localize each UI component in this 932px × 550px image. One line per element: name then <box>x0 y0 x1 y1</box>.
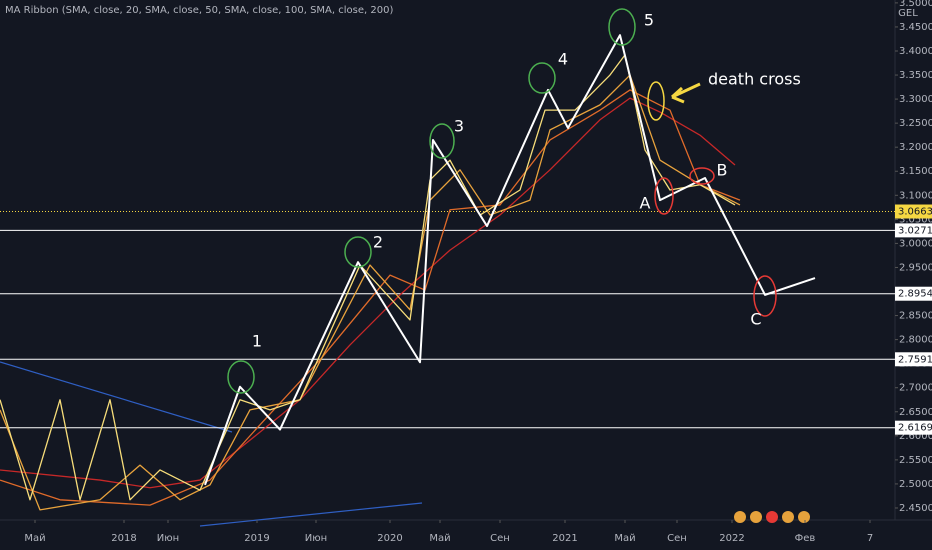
level-label: 2.7591 <box>898 354 932 365</box>
event-icon[interactable] <box>782 511 794 523</box>
y-tick-label: 2.6500 <box>899 407 932 418</box>
y-tick-label: 2.9500 <box>899 262 932 273</box>
x-tick-label: Июн <box>305 533 327 544</box>
trend-line <box>199 502 423 527</box>
circle <box>429 123 455 159</box>
level-label: 2.8954 <box>898 289 932 300</box>
x-tick-label: 7 <box>867 533 873 544</box>
wave-line <box>204 34 816 486</box>
x-tick-label: Июн <box>157 533 179 544</box>
x-tick-label: Сен <box>490 533 510 544</box>
x-tick-label: Май <box>24 533 45 544</box>
level-label: 3.0271 <box>898 225 932 236</box>
y-tick-label: 3.3000 <box>899 94 932 105</box>
y-tick-label: 3.4500 <box>899 22 932 33</box>
y-tick-label: 2.6000 <box>899 431 932 442</box>
trend-line <box>0 361 233 433</box>
circle <box>647 81 665 121</box>
x-tick-label: 2018 <box>111 533 136 544</box>
y-tick-label: 3.2500 <box>899 118 932 129</box>
y-tick-label: 3.5000 <box>899 0 932 9</box>
indicator-title: MA Ribbon (SMA, close, 20, SMA, close, 5… <box>5 5 393 16</box>
ma-line <box>0 74 741 511</box>
last-price-label: 3.0663 <box>898 207 932 218</box>
currency-label: GEL <box>898 8 918 19</box>
x-tick-label: Сен <box>667 533 687 544</box>
level-tag <box>895 223 932 238</box>
ma-line <box>0 89 741 506</box>
death-cross-label: death cross <box>708 70 801 89</box>
plot <box>0 34 895 511</box>
event-icons <box>734 511 810 523</box>
x-tick-label: 2019 <box>244 533 269 544</box>
x-tick-label: 2021 <box>552 533 577 544</box>
correction-label: B <box>717 161 728 180</box>
circle <box>608 8 636 46</box>
circle <box>753 275 777 317</box>
level-tag <box>895 420 932 435</box>
y-tick-label: 3.0000 <box>899 238 932 249</box>
level-tag <box>895 352 932 367</box>
wave-label: 4 <box>558 50 568 69</box>
wave-label: 1 <box>252 332 262 351</box>
circle <box>654 177 674 215</box>
circle <box>689 167 715 185</box>
circle <box>227 360 255 394</box>
y-tick-label: 3.3500 <box>899 70 932 81</box>
y-tick-label: 2.7000 <box>899 383 932 394</box>
y-tick-label: 3.1000 <box>899 190 932 201</box>
y-tick-label: 2.8500 <box>899 311 932 322</box>
y-tick-label: 3.2000 <box>899 142 932 153</box>
correction-label: A <box>640 194 651 213</box>
y-tick-label: 2.5500 <box>899 455 932 466</box>
y-tick-label: 2.5000 <box>899 479 932 490</box>
correction-label: C <box>750 310 761 329</box>
arrow <box>670 82 701 104</box>
event-icon[interactable] <box>734 511 746 523</box>
event-icon[interactable] <box>766 511 778 523</box>
annotation-shapes <box>227 8 777 394</box>
wave-label: 3 <box>454 117 464 136</box>
circle <box>344 236 372 268</box>
x-tick-label: Фев <box>795 533 816 544</box>
wave-label: 2 <box>373 233 383 252</box>
y-tick-label: 3.0500 <box>899 214 932 225</box>
x-tick-label: 2022 <box>719 533 744 544</box>
x-tick-label: 2020 <box>377 533 402 544</box>
event-icon[interactable] <box>750 511 762 523</box>
level-tag <box>895 286 932 301</box>
y-tick-label: 2.8000 <box>899 335 932 346</box>
y-tick-label: 2.4500 <box>899 503 932 514</box>
x-tick-label: Май <box>614 533 635 544</box>
event-icon[interactable] <box>798 511 810 523</box>
last-price-tag <box>895 204 932 219</box>
wave-label: 5 <box>644 11 654 30</box>
x-tick-label: Май <box>429 533 450 544</box>
circle <box>528 62 556 94</box>
y-tick-label: 3.1500 <box>899 166 932 177</box>
y-tick-label: 3.4000 <box>899 46 932 57</box>
level-label: 2.6169 <box>898 423 932 434</box>
